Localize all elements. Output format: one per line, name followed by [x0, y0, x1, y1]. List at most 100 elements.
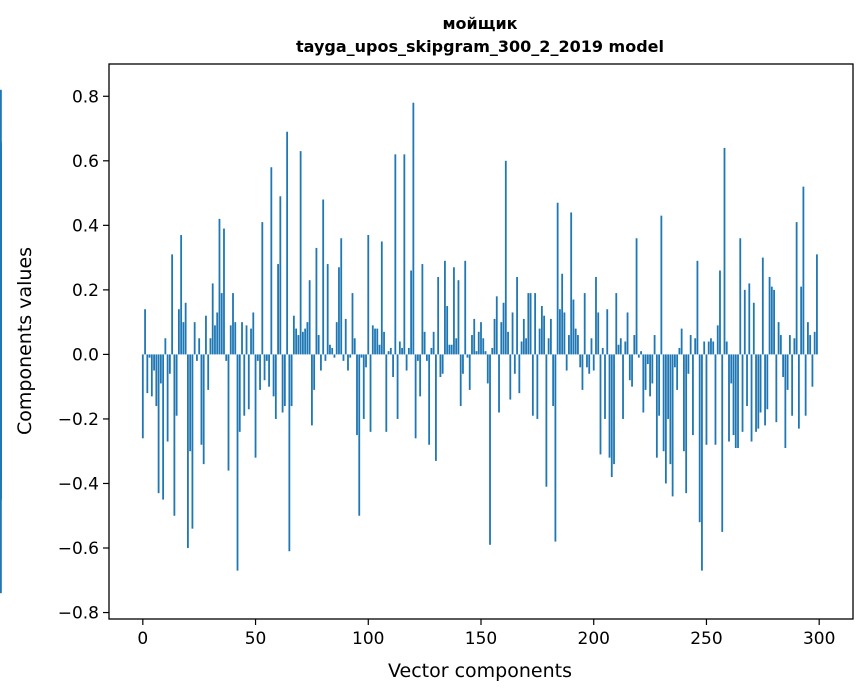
bar-12: [168, 354, 171, 374]
bar-203: [599, 354, 602, 455]
bar-155: [491, 347, 494, 355]
bar-183: [554, 354, 557, 542]
bar-264: [737, 354, 739, 448]
bar-197: [586, 354, 588, 368]
y-tick-label: −0.6: [58, 539, 99, 559]
chart-subtitle: tayga_upos_skipgram_300_2_2019 model: [296, 37, 664, 56]
bar-153: [486, 354, 489, 384]
bar-168: [520, 341, 523, 355]
bar-241: [685, 354, 688, 494]
bar-226: [651, 354, 654, 384]
bar-192: [574, 328, 577, 355]
bar-163: [509, 354, 512, 400]
bar-48: [250, 328, 252, 355]
bar-231: [662, 354, 665, 452]
bar-146: [471, 335, 473, 355]
bar-78: [317, 335, 320, 355]
bar-24: [196, 354, 198, 361]
bar-87: [338, 267, 340, 355]
bar-undefined: [0, 354, 2, 452]
bar-63: [283, 354, 286, 407]
bar-51: [256, 354, 259, 361]
bar-126: [425, 354, 428, 361]
bar-159: [500, 322, 503, 355]
bar-285: [784, 354, 787, 448]
bar-140: [457, 280, 460, 355]
bar-211: [617, 344, 620, 355]
bar-169: [522, 318, 525, 355]
x-axis-ticks: 0 50 100 150 200 250 300: [137, 619, 835, 649]
bar-104: [376, 328, 379, 355]
bar-135: [446, 306, 449, 355]
bar-238: [678, 347, 681, 355]
bar-272: [755, 354, 757, 432]
bar-263: [734, 354, 737, 448]
bar-136: [448, 344, 451, 355]
bar-57: [270, 167, 273, 355]
x-axis-label: Vector components: [388, 660, 572, 682]
bar-247: [698, 354, 701, 523]
bar-278: [768, 276, 771, 355]
bar-248: [701, 354, 703, 571]
x-tick-label: 250: [690, 629, 722, 649]
bar-223: [644, 354, 647, 390]
bar-40: [232, 293, 234, 355]
bar-107: [383, 331, 385, 355]
bar-119: [410, 270, 413, 355]
bar-38: [227, 354, 230, 471]
bar-106: [380, 241, 383, 355]
bar-45: [243, 354, 246, 416]
bar-139: [455, 338, 458, 355]
bar-39: [229, 325, 232, 355]
bar-214: [624, 341, 627, 355]
bar-2: [146, 354, 149, 394]
bar-112: [394, 154, 397, 355]
bar-28: [205, 315, 207, 355]
bar-11: [166, 354, 169, 442]
bar-280: [773, 289, 775, 355]
bar-50: [254, 354, 257, 458]
bar-101: [369, 354, 372, 432]
bar-270: [750, 354, 753, 442]
bar-245: [694, 338, 697, 355]
bar-89: [342, 354, 345, 361]
bar-35: [220, 293, 223, 355]
bar-268: [746, 354, 748, 407]
bar-172: [529, 293, 532, 355]
bar-91: [347, 354, 349, 371]
y-tick-label: 0.2: [72, 281, 99, 301]
bar-68: [295, 328, 298, 355]
bar-250: [705, 354, 708, 445]
bar-157: [495, 296, 498, 355]
bar-81: [324, 354, 327, 361]
bar-120: [412, 102, 415, 355]
bar-164: [511, 312, 514, 355]
y-tick-label: 0.8: [72, 87, 99, 107]
bar-201: [595, 276, 597, 355]
bar-13: [171, 254, 174, 355]
bar-297: [811, 354, 814, 387]
bar-174: [534, 293, 537, 355]
bar-36: [223, 228, 225, 355]
bar-64: [286, 131, 289, 355]
bar-293: [802, 186, 805, 355]
bar-137: [450, 344, 453, 355]
bar-160: [502, 302, 505, 355]
bar-29: [207, 354, 210, 390]
bar-286: [786, 354, 789, 390]
bar-205: [604, 354, 606, 419]
bar-47: [247, 354, 250, 410]
bar-54: [263, 354, 266, 381]
bar-128: [430, 347, 433, 355]
bar-212: [619, 338, 622, 355]
bar-191: [572, 299, 575, 355]
bar-243: [689, 335, 692, 355]
bar-147: [473, 318, 476, 355]
bar-30: [209, 338, 212, 355]
bar-177: [540, 306, 543, 355]
bar-86: [335, 322, 338, 355]
bar-289: [793, 338, 796, 355]
bar-253: [712, 341, 715, 355]
bar-77: [315, 247, 318, 355]
